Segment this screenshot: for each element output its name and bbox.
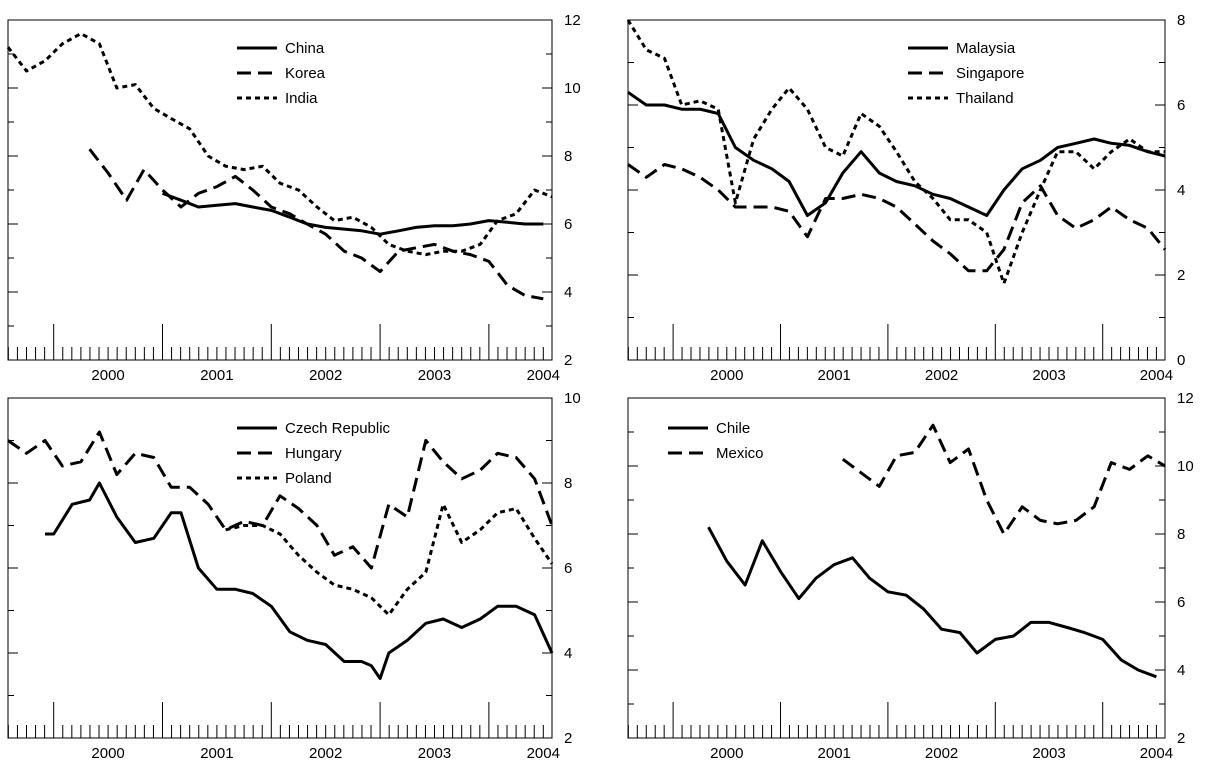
legend-label: China bbox=[285, 40, 325, 57]
y-tick-label: 4 bbox=[1177, 182, 1185, 199]
series-line-czech-republic bbox=[45, 481, 554, 680]
x-tick-label: 2000 bbox=[710, 367, 743, 384]
legend-label: Singapore bbox=[956, 65, 1024, 82]
x-tick-label: 2001 bbox=[818, 367, 851, 384]
x-tick-label: 2000 bbox=[91, 745, 124, 762]
y-tick-label: 4 bbox=[564, 284, 572, 301]
y-tick-label: 8 bbox=[1177, 526, 1185, 543]
y-tick-label: 6 bbox=[564, 216, 572, 233]
x-minor-ticks bbox=[627, 324, 1157, 360]
y-tick-label: 12 bbox=[1177, 390, 1194, 407]
x-minor-ticks bbox=[627, 702, 1157, 738]
y-tick-label: 8 bbox=[564, 148, 572, 165]
y-tick-label: 10 bbox=[1177, 458, 1194, 475]
y-ticks bbox=[628, 19, 1165, 361]
series-line-hungary bbox=[7, 430, 554, 570]
plot-frame bbox=[627, 19, 1166, 361]
x-tick-label: 2002 bbox=[925, 367, 958, 384]
x-tick-label: 2002 bbox=[925, 745, 958, 762]
y-tick-label: 4 bbox=[564, 645, 572, 662]
y-ticks bbox=[628, 397, 1165, 739]
y-tick-label: 6 bbox=[1177, 594, 1185, 611]
legend-label: Czech Republic bbox=[285, 420, 391, 437]
x-tick-label: 2004 bbox=[1140, 367, 1173, 384]
series-line-india bbox=[6, 32, 553, 257]
x-tick-label: 2003 bbox=[418, 745, 451, 762]
x-tick-label: 2003 bbox=[418, 367, 451, 384]
series-line-china bbox=[161, 191, 544, 236]
y-tick-label: 6 bbox=[564, 560, 572, 577]
plot-frame bbox=[7, 19, 553, 361]
legend-label: Mexico bbox=[716, 445, 764, 462]
legend-label: Hungary bbox=[285, 445, 342, 462]
legend-label: Poland bbox=[285, 470, 332, 487]
series-line-mexico bbox=[841, 423, 1166, 536]
y-tick-label: 2 bbox=[1177, 267, 1185, 284]
series-line-chile bbox=[707, 526, 1157, 679]
y-tick-label: 10 bbox=[564, 80, 581, 97]
y-tick-label: 0 bbox=[1177, 352, 1185, 369]
y-tick-label: 2 bbox=[564, 352, 572, 369]
x-tick-label: 2002 bbox=[309, 745, 342, 762]
x-tick-label: 2000 bbox=[91, 367, 124, 384]
y-tick-label: 4 bbox=[1177, 662, 1185, 679]
series-line-korea bbox=[88, 148, 544, 301]
y-tick-label: 10 bbox=[564, 390, 581, 407]
y-tick-label: 12 bbox=[564, 12, 581, 29]
x-tick-label: 2004 bbox=[1140, 745, 1173, 762]
series-line-poland bbox=[225, 502, 554, 617]
x-tick-label: 2004 bbox=[527, 367, 560, 384]
x-tick-label: 2001 bbox=[200, 367, 233, 384]
x-tick-label: 2001 bbox=[818, 745, 851, 762]
x-minor-ticks bbox=[7, 324, 544, 360]
x-tick-label: 2000 bbox=[710, 745, 743, 762]
x-tick-label: 2002 bbox=[309, 367, 342, 384]
x-tick-label: 2003 bbox=[1032, 367, 1065, 384]
y-ticks bbox=[8, 19, 552, 361]
y-tick-label: 6 bbox=[1177, 97, 1185, 114]
legend-label: Chile bbox=[716, 420, 750, 437]
legend-label: India bbox=[285, 90, 318, 107]
plot-frame bbox=[627, 397, 1166, 739]
x-minor-ticks bbox=[7, 702, 544, 738]
series-line-thailand bbox=[626, 19, 1165, 285]
y-tick-label: 2 bbox=[1177, 730, 1185, 747]
legend-label: Malaysia bbox=[956, 40, 1016, 57]
y-tick-label: 8 bbox=[1177, 12, 1185, 29]
legend-label: Korea bbox=[285, 65, 326, 82]
y-tick-label: 2 bbox=[564, 730, 572, 747]
x-tick-label: 2003 bbox=[1032, 745, 1065, 762]
x-tick-label: 2004 bbox=[527, 745, 560, 762]
legend-label: Thailand bbox=[956, 90, 1014, 107]
y-tick-label: 8 bbox=[564, 475, 572, 492]
x-tick-label: 2001 bbox=[200, 745, 233, 762]
